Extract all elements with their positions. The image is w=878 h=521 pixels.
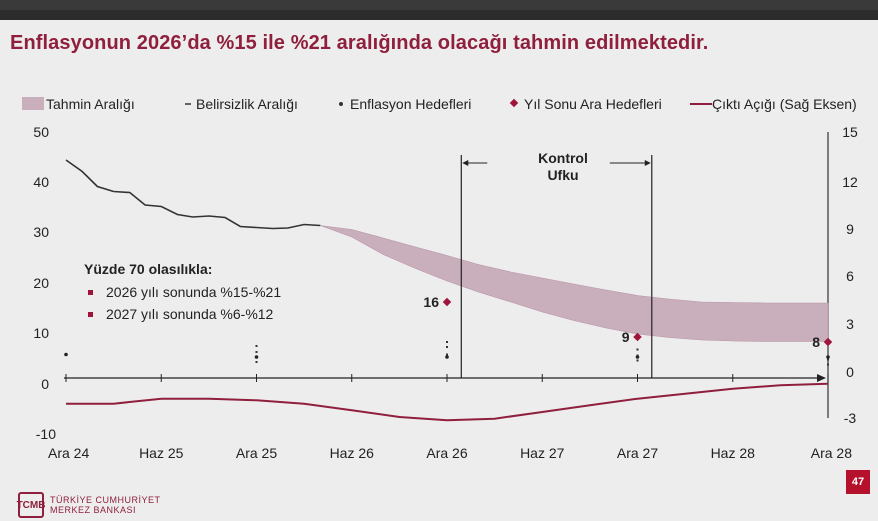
annotation-bullet [88,312,93,317]
logo-mark-icon: TCMB [17,492,45,518]
y-right-tick: 15 [842,124,858,140]
history-line [65,159,321,230]
year-end-target-label: 9 [622,329,630,345]
y-right-axis: 15 12 9 6 3 0 -3 [827,124,858,426]
x-tick-layer: Ara 24 Haz 25 Ara 25 Haz 26 Ara 26 Haz 27 Ara … [48,374,852,461]
y-left-tick: 20 [33,275,49,291]
cbrt-logo: TCMB TÜRKİYE CUMHURİYET MERKEZ BANKASI [17,492,161,518]
forecast-band [320,225,829,342]
output-gap-layer [66,382,829,422]
x-tick-label: Haz 28 [711,445,756,461]
control-horizon-arrowhead-left [462,160,469,166]
logo-text: TÜRKİYE CUMHURİYET MERKEZ BANKASI [50,495,161,515]
output-gap-line [66,382,829,422]
inflation-target-dot [254,355,259,359]
control-horizon-label-2: Ufku [547,167,578,183]
page-number: 47 [846,470,870,494]
x-tick-label: Haz 27 [520,445,565,461]
x-tick-label: Haz 25 [139,445,184,461]
y-left-tick: 0 [41,376,49,392]
x-tick-label: Haz 26 [330,445,375,461]
year-end-target-label: 16 [423,294,439,310]
logo-line-2: MERKEZ BANKASI [50,505,137,515]
year-end-target-diamond [823,337,833,347]
year-end-target-label: 8 [812,334,820,350]
y-left-tick: 10 [33,325,49,341]
legend-band-swatch [22,97,44,110]
x-axis [64,374,826,382]
annotation-item-2027: 2027 yılı sonunda %6-%12 [106,306,274,322]
x-tick-label: Ara 26 [426,445,467,461]
annotation-bullet [88,290,93,295]
legend-label-year-end: Yıl Sonu Ara Hedefleri [524,96,662,112]
legend-diamond-swatch [509,98,519,108]
y-right-tick: 0 [846,364,854,380]
year-end-target-diamond [442,297,452,307]
legend-dot-swatch [339,102,343,106]
legend-label-band: Tahmin Aralığı [46,96,135,112]
probability-annotation: Yüzde 70 olasılıkla: 2026 yılı sonunda %… [84,261,281,322]
y-left-tick: 30 [33,224,49,240]
year-end-target-diamond [633,332,642,342]
y-right-tick: 6 [846,268,854,284]
page-title: Enflasyonun 2026’da %15 ile %21 aralığın… [10,32,709,54]
x-tick-label: Ara 24 [48,445,89,461]
y-left-tick: -10 [36,426,56,442]
inflation-target-dot [826,355,830,359]
x-tick-label: Ara 25 [236,445,277,461]
y-left-axis: 50 40 30 20 10 0 -10 [33,124,56,442]
y-left-tick: 50 [33,124,49,140]
forecast-band-layer [320,225,829,342]
y-right-tick: 9 [846,221,854,237]
logo-line-1: TÜRKİYE CUMHURİYET [50,495,161,505]
x-tick-label: Ara 28 [811,445,852,461]
legend-label-uncertainty: Belirsizlik Aralığı [196,96,298,112]
control-horizon: Kontrol Ufku [460,150,653,378]
top-bar [0,10,878,20]
y-right-tick: -3 [844,410,857,426]
inflation-target-dot [445,355,449,359]
control-horizon-label-1: Kontrol [538,150,588,166]
inflation-target-dot [635,355,640,359]
x-tick-label: Ara 27 [617,445,658,461]
y-right-tick: 12 [842,174,858,190]
history-layer [65,159,321,230]
legend-label-targets: Enflasyon Hedefleri [350,96,471,112]
control-horizon-arrowhead-right [644,160,651,166]
y-right-tick: 3 [846,316,854,332]
legend-label-output-gap: Çıktı Açığı (Sağ Eksen) [712,96,857,112]
annotation-item-2026: 2026 yılı sonunda %15-%21 [106,284,281,300]
inflation-target-dot [64,352,68,357]
y-left-tick: 40 [33,174,49,190]
legend: Tahmin Aralığı Belirsizlik Aralığı Enfla… [22,96,857,112]
x-axis-arrow [817,374,826,382]
marker-layer: 169 8 [64,294,833,366]
annotation-heading: Yüzde 70 olasılıkla: [84,261,212,277]
